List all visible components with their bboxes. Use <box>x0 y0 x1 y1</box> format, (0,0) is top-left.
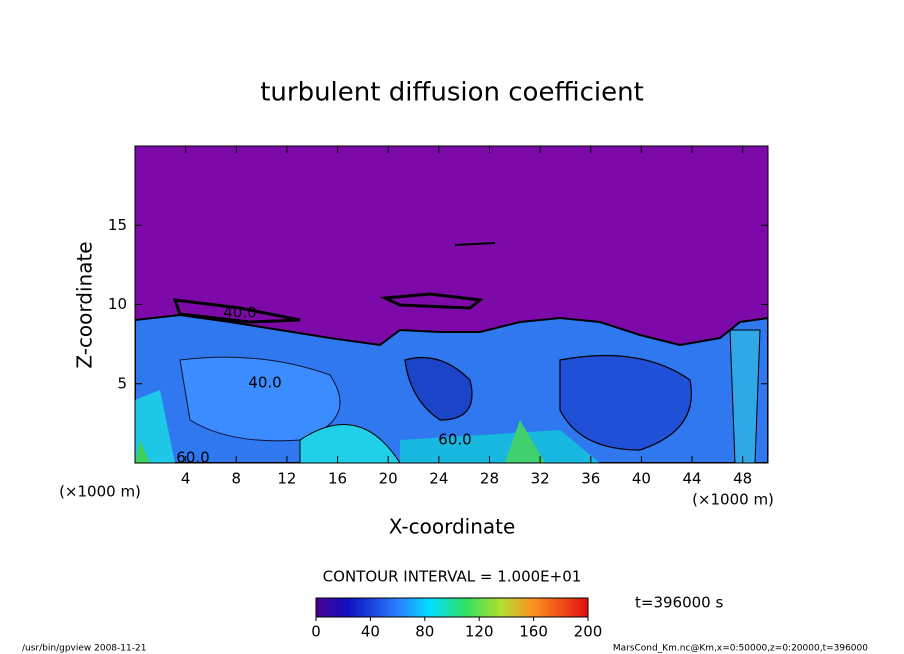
y-unit: (×1000 m) <box>59 483 141 501</box>
x-tick-label: 36 <box>581 470 600 488</box>
x-tick-label: 24 <box>429 470 448 488</box>
x-tick-label: 4 <box>181 470 191 488</box>
x-tick-label: 32 <box>531 470 550 488</box>
x-tick-label: 8 <box>232 470 242 488</box>
x-axis-label: X-coordinate <box>389 515 516 539</box>
x-tick-label: 28 <box>480 470 499 488</box>
y-tick-label: 5 <box>117 374 127 392</box>
x-tick-label: 44 <box>682 470 701 488</box>
contour-label: 40.0 <box>223 304 256 322</box>
chart-title: turbulent diffusion coefficient <box>260 78 644 108</box>
colorbar-tick-label: 160 <box>519 623 548 641</box>
colorbar-tick-label: 80 <box>415 623 434 641</box>
colorbar-tick-label: 120 <box>465 623 494 641</box>
contour-interval: CONTOUR INTERVAL = 1.000E+01 <box>323 568 582 586</box>
footer-left: /usr/bin/gpview 2008-11-21 <box>22 644 146 654</box>
x-tick-label: 48 <box>733 470 752 488</box>
x-tick-label: 16 <box>328 470 347 488</box>
y-tick-label: 10 <box>108 295 127 313</box>
contour-label: 60.0 <box>438 431 471 449</box>
y-axis-label: Z-coordinate <box>73 241 97 368</box>
colorbar <box>315 597 589 618</box>
contour-label: 40.0 <box>248 374 281 392</box>
y-tick-label: 15 <box>108 216 127 234</box>
time-label: t=396000 s <box>635 594 723 612</box>
colorbar-tick-label: 40 <box>361 623 380 641</box>
x-tick-label: 20 <box>379 470 398 488</box>
x-tick-label: 12 <box>277 470 296 488</box>
colorbar-tick-label: 200 <box>574 623 603 641</box>
contour-label: 60.0 <box>176 449 209 467</box>
contour-field <box>135 146 768 463</box>
footer-right: MarsCond_Km.nc@Km,x=0:50000,z=0:20000,t=… <box>613 644 868 654</box>
colorbar-tick-label: 0 <box>311 623 321 641</box>
x-unit: (×1000 m) <box>692 491 774 509</box>
x-tick-label: 40 <box>632 470 651 488</box>
